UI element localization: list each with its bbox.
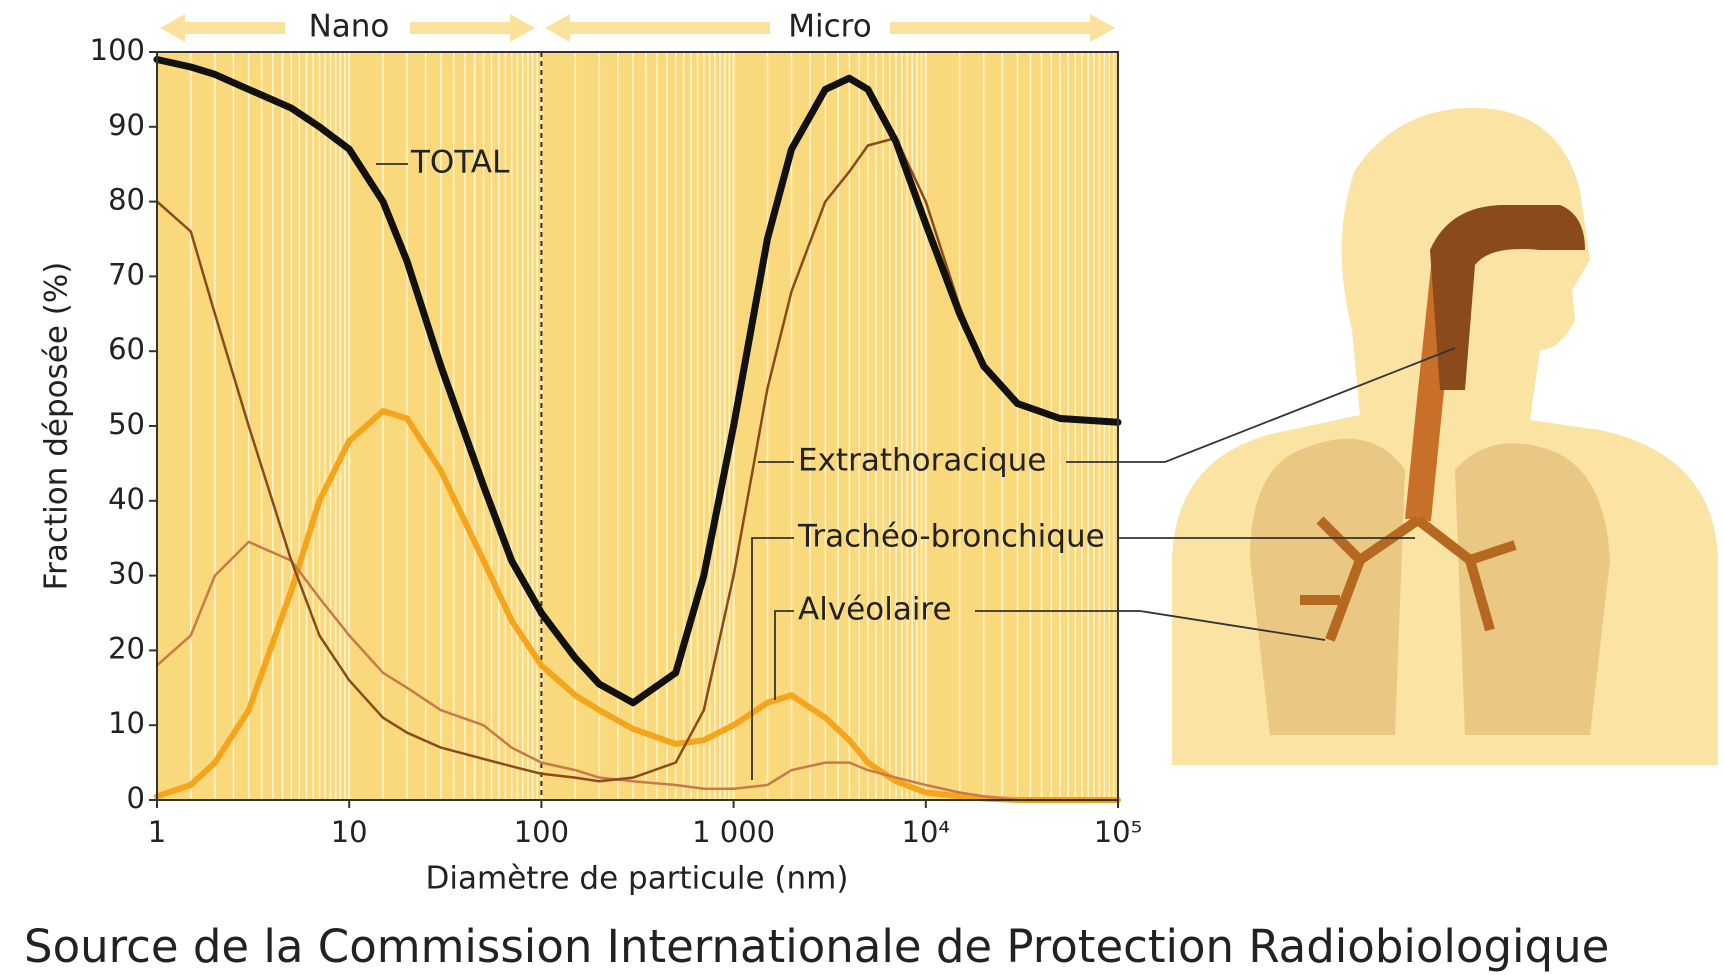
y-tick-label: 50 bbox=[108, 407, 145, 441]
lines bbox=[153, 56, 1122, 803]
y-tick-label: 100 bbox=[90, 33, 145, 67]
y-tick-label: 90 bbox=[108, 108, 145, 142]
x-tick-label: 10⁴ bbox=[902, 815, 951, 849]
y-tick-label: 20 bbox=[108, 631, 145, 665]
body-illustration bbox=[1172, 107, 1718, 765]
source: Source de la Commission Internationale d… bbox=[24, 920, 1609, 973]
region-label: Nano bbox=[309, 9, 390, 45]
series-line bbox=[154, 408, 1121, 803]
y-tick-label: 70 bbox=[108, 257, 145, 291]
series-label: Trachéo-bronchique bbox=[797, 519, 1105, 555]
series-line bbox=[155, 540, 1120, 802]
y-tick-label: 40 bbox=[108, 482, 145, 516]
series-line bbox=[155, 136, 1120, 783]
series-label: Alvéolaire bbox=[798, 592, 952, 628]
y-tick-label: 0 bbox=[127, 781, 145, 815]
grid bbox=[156, 52, 1119, 800]
arrow bbox=[890, 14, 1115, 42]
x-tick-label: 1 bbox=[148, 815, 166, 849]
arrow bbox=[410, 14, 535, 42]
arrow bbox=[160, 14, 285, 42]
x-tick-label: 1 000 bbox=[692, 815, 775, 849]
y-tick-label: 10 bbox=[108, 706, 145, 740]
plot-area bbox=[157, 52, 1118, 800]
series-line bbox=[153, 56, 1122, 707]
y-tick-label: 60 bbox=[108, 332, 145, 366]
y-axis-label: Fraction déposée (%) bbox=[39, 262, 75, 591]
x-axis-label: Diamètre de particule (nm) bbox=[426, 861, 849, 897]
x-tick-label: 10⁵ bbox=[1094, 815, 1143, 849]
series-label: TOTAL bbox=[410, 145, 510, 181]
x-tick-label: 10 bbox=[331, 815, 368, 849]
y-tick-label: 30 bbox=[108, 557, 145, 591]
series-label: Extrathoracique bbox=[798, 443, 1046, 479]
y-tick-label: 80 bbox=[108, 183, 145, 217]
leaders bbox=[376, 163, 1456, 780]
region-label: Micro bbox=[788, 9, 871, 45]
x-tick-label: 100 bbox=[514, 815, 569, 849]
arrow bbox=[545, 14, 770, 42]
